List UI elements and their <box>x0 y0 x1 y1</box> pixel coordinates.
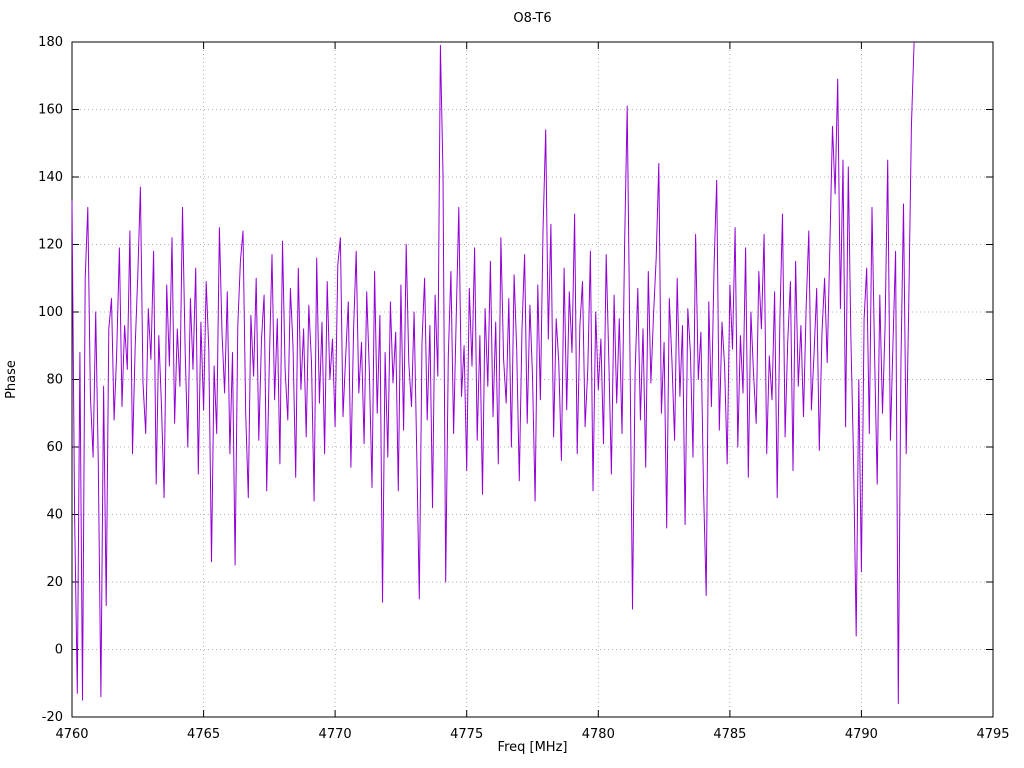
x-tick-label: 4780 <box>582 727 615 742</box>
y-tick-label: 60 <box>46 440 63 455</box>
plot-border <box>71 41 994 718</box>
x-tick-label: 4790 <box>845 727 878 742</box>
y-tick-label: 20 <box>46 575 63 590</box>
phase-trace <box>71 41 915 704</box>
x-tick-label: 4770 <box>319 727 352 742</box>
y-tick-label: 120 <box>38 238 63 253</box>
y-tick-label: 160 <box>38 103 63 118</box>
x-tick-label: 4760 <box>55 727 88 742</box>
y-tick-label: 40 <box>46 508 63 523</box>
x-tick-label: 4785 <box>713 727 746 742</box>
chart-title: O8-T6 <box>513 11 552 26</box>
x-tick-label: 4775 <box>450 727 483 742</box>
y-tick-label: 0 <box>55 643 63 658</box>
y-tick-label: -20 <box>42 710 63 725</box>
y-tick-label: 140 <box>38 170 63 185</box>
y-tick-label: 100 <box>38 305 63 320</box>
y-tick-label: 180 <box>38 35 63 50</box>
y-tick-label: 80 <box>46 373 63 388</box>
x-axis-label: Freq [MHz] <box>497 740 568 755</box>
x-tick-label: 4765 <box>187 727 220 742</box>
x-tick-label: 4795 <box>976 727 1009 742</box>
